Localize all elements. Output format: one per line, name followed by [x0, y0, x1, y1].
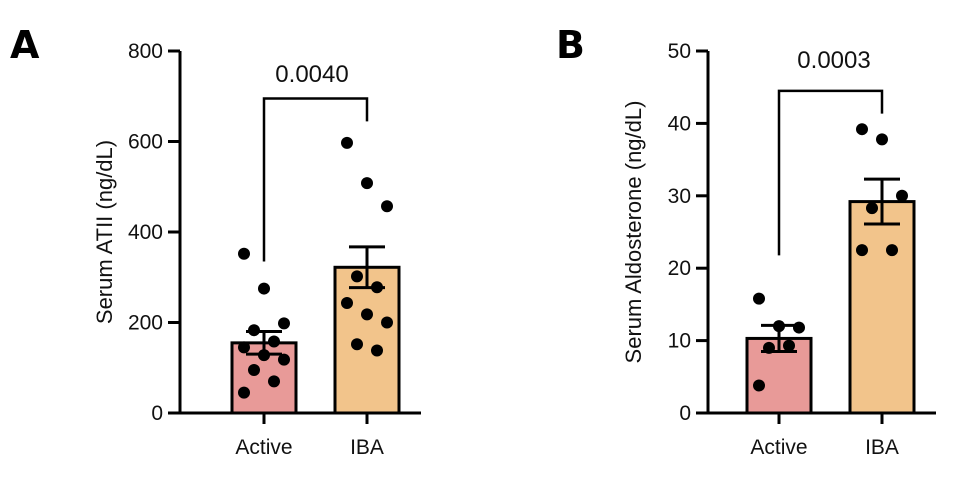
- data-point-a-1-7: [381, 316, 393, 329]
- data-point-a-1-8: [351, 338, 363, 351]
- data-point-a-0-1: [258, 282, 270, 295]
- data-point-b-0-2: [793, 321, 805, 334]
- data-point-a-0-8: [248, 364, 260, 377]
- x-tick-label-a-0: Active: [235, 436, 292, 459]
- y-tick-label-b-4: 40: [668, 112, 691, 135]
- y-tick-label-b-1: 10: [668, 330, 691, 353]
- panel-a: A Serum ATII (ng/dL) 0.0040 0 200 400 600 80…: [10, 23, 421, 459]
- data-point-a-0-2: [278, 317, 290, 330]
- y-tick-label-a-3: 600: [128, 131, 163, 154]
- data-point-a-1-1: [361, 177, 373, 190]
- panel-b: B Serum Aldosterone (ng/dL) 0.0003 0 10 20…: [556, 23, 936, 459]
- data-point-a-0-10: [238, 386, 250, 399]
- data-point-b-1-0: [856, 123, 868, 136]
- data-point-b-1-5: [856, 244, 868, 257]
- significance-bracket-a: [262, 97, 369, 262]
- y-tick-label-b-3: 30: [668, 185, 691, 208]
- panel-label-a: A: [10, 23, 40, 67]
- panel-label-b: B: [556, 23, 585, 67]
- data-point-a-1-0: [341, 136, 353, 149]
- data-point-b-0-4: [783, 339, 795, 352]
- x-tick-label-a-1: IBA: [350, 436, 384, 459]
- data-point-a-1-2: [381, 200, 393, 213]
- data-point-a-0-9: [268, 375, 280, 388]
- y-tick-label-b-0: 0: [679, 402, 691, 425]
- y-axis-title-b: Serum Aldosterone (ng/dL): [621, 101, 646, 364]
- y-axis-title-a: Serum ATII (ng/dL): [92, 140, 117, 324]
- data-point-a-0-7: [278, 353, 290, 366]
- y-tick-label-a-4: 800: [128, 40, 163, 63]
- y-tick-label-b-2: 20: [668, 257, 691, 280]
- data-point-b-1-1: [876, 133, 888, 146]
- data-point-a-1-3: [351, 270, 363, 283]
- data-point-b-1-2: [896, 189, 908, 202]
- x-tick-label-b-0: Active: [750, 436, 807, 459]
- data-point-a-1-5: [341, 297, 353, 310]
- data-point-a-0-0: [238, 247, 250, 260]
- significance-bracket-b: [777, 89, 884, 256]
- y-tick-label-a-2: 400: [128, 221, 163, 244]
- data-point-a-1-6: [361, 308, 373, 321]
- data-point-b-0-0: [753, 292, 765, 305]
- data-point-b-1-3: [866, 202, 878, 215]
- x-tick-label-b-1: IBA: [865, 436, 899, 459]
- p-value-label-a: 0.0040: [275, 61, 348, 88]
- p-value-label-b: 0.0003: [797, 47, 870, 74]
- y-tick-label-b-5: 50: [668, 40, 691, 63]
- y-tick-label-a-1: 200: [128, 312, 163, 335]
- data-point-a-0-5: [238, 341, 250, 354]
- data-point-b-1-4: [886, 244, 898, 257]
- data-point-b-0-5: [753, 379, 765, 392]
- data-point-a-1-9: [371, 344, 383, 357]
- data-point-a-0-4: [268, 335, 280, 348]
- bar-b-1: [848, 200, 916, 415]
- y-tick-label-a-0: 0: [151, 402, 163, 425]
